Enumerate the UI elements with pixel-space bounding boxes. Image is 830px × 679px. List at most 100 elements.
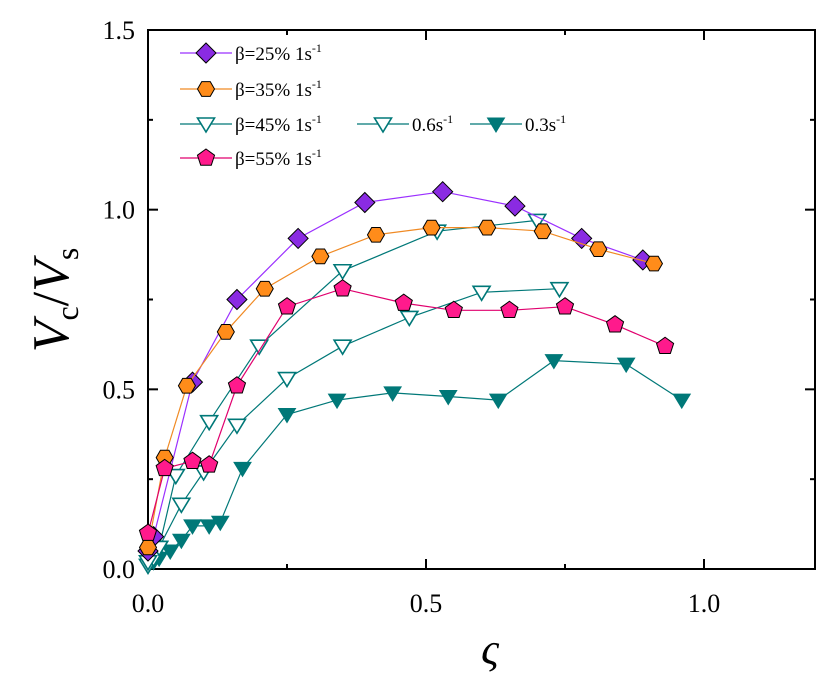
data-point <box>171 497 192 514</box>
data-point <box>287 227 309 250</box>
series-line <box>147 191 643 552</box>
data-point <box>171 533 191 550</box>
series--45-1s-1 <box>138 213 548 572</box>
data-point <box>226 288 248 311</box>
y-tick-label: 0.0 <box>103 555 136 584</box>
y-tick-label: 1.5 <box>103 16 136 45</box>
data-point <box>555 297 575 315</box>
data-point <box>138 539 158 556</box>
data-point <box>544 354 564 370</box>
data-point <box>399 310 420 328</box>
legend-label: 0.6s-1 <box>412 112 453 136</box>
legend-label: β=35% 1s-1 <box>235 77 322 101</box>
data-point <box>277 371 297 389</box>
data-point <box>354 191 376 214</box>
data-point <box>527 213 548 230</box>
legend-marker <box>195 42 217 64</box>
series-layer <box>137 180 692 575</box>
data-point <box>478 219 497 236</box>
data-point <box>504 195 526 217</box>
x-axis-title: ς <box>481 625 500 674</box>
legend-label-main: 0.3s <box>525 115 556 136</box>
data-point <box>383 386 403 402</box>
legend-label: β=45% 1s-1 <box>235 112 322 136</box>
legend-label-sup: -1 <box>312 77 322 91</box>
y-tick-label: 1.0 <box>103 196 136 225</box>
tick-labels: 0.0 0.5 1.0 0.0 0.5 1.0 1.5 <box>103 16 721 618</box>
data-point <box>366 226 386 243</box>
legend-marker <box>196 148 216 166</box>
series--25-1s-1 <box>137 180 654 562</box>
data-point <box>549 281 570 299</box>
data-point <box>183 451 202 469</box>
legend-label-sup: -1 <box>443 112 453 126</box>
data-point <box>227 376 247 394</box>
data-point <box>570 227 593 250</box>
data-point <box>431 180 454 203</box>
legend-item: β=45% 1s-1 <box>180 112 322 136</box>
legend-label-sup: -1 <box>312 41 322 55</box>
data-point <box>488 393 508 410</box>
legend-item: 0.3s-1 <box>470 112 566 136</box>
series-0-6s-1 <box>138 281 570 575</box>
legend-marker <box>196 117 216 134</box>
svg-text:Vc/Vs: Vc/Vs <box>23 248 85 353</box>
x-tick-label: 0.0 <box>132 589 165 618</box>
data-point <box>233 461 252 478</box>
data-point <box>327 393 347 410</box>
data-point <box>216 323 235 340</box>
legend-item: β=55% 1s-1 <box>180 146 322 170</box>
data-point <box>672 393 692 410</box>
legend-marker <box>196 81 216 97</box>
data-point <box>227 418 247 435</box>
data-point <box>199 519 219 535</box>
data-point <box>165 468 186 486</box>
data-point <box>589 241 608 258</box>
legend-item: β=35% 1s-1 <box>180 77 322 101</box>
legend: β=25% 1s-1β=35% 1s-1β=45% 1s-1 0.6s-1 0.3s… <box>180 41 566 170</box>
data-point <box>438 390 458 406</box>
legend-item: β=25% 1s-1 <box>180 41 322 65</box>
legend-label-sup: -1 <box>312 112 322 126</box>
x-tick-label: 0.5 <box>410 589 443 618</box>
legend-label: β=25% 1s-1 <box>235 41 322 65</box>
series--55-1s-1 <box>138 279 675 541</box>
data-point <box>255 280 274 297</box>
data-point <box>533 223 552 240</box>
legend-marker <box>486 117 506 133</box>
x-tick-label: 1.0 <box>688 589 721 618</box>
legend-marker <box>373 117 393 134</box>
data-point <box>500 300 519 319</box>
data-point <box>394 293 413 311</box>
y-title-v2: V <box>23 255 80 292</box>
data-point <box>277 407 297 424</box>
legend-label: β=55% 1s-1 <box>235 146 322 170</box>
data-point <box>183 519 202 535</box>
y-axis-title: Vc/Vs <box>23 248 85 353</box>
data-point <box>160 544 180 560</box>
legend-label-main: 0.6s <box>412 115 443 136</box>
data-point <box>333 279 352 297</box>
series-line <box>147 359 683 566</box>
data-point <box>200 455 219 473</box>
data-point <box>210 515 230 532</box>
data-point <box>155 458 174 477</box>
data-point <box>605 315 625 333</box>
data-point <box>199 414 220 432</box>
y-title-c-sub: c <box>49 306 85 320</box>
y-title-v1: V <box>23 315 80 352</box>
y-title-slash: / <box>23 291 80 306</box>
y-tick-label: 0.5 <box>103 375 136 404</box>
data-point <box>655 336 675 354</box>
data-point <box>177 377 196 394</box>
data-point <box>644 255 664 272</box>
data-point <box>422 219 441 236</box>
series-line <box>147 227 655 548</box>
legend-label-main: β=25% 1s <box>235 44 312 65</box>
series--35-1s-1 <box>138 219 664 556</box>
data-point <box>138 523 158 541</box>
legend-label-main: β=35% 1s <box>235 80 312 101</box>
series-0-3s-1 <box>138 354 692 575</box>
legend-label-sup: -1 <box>312 146 322 160</box>
